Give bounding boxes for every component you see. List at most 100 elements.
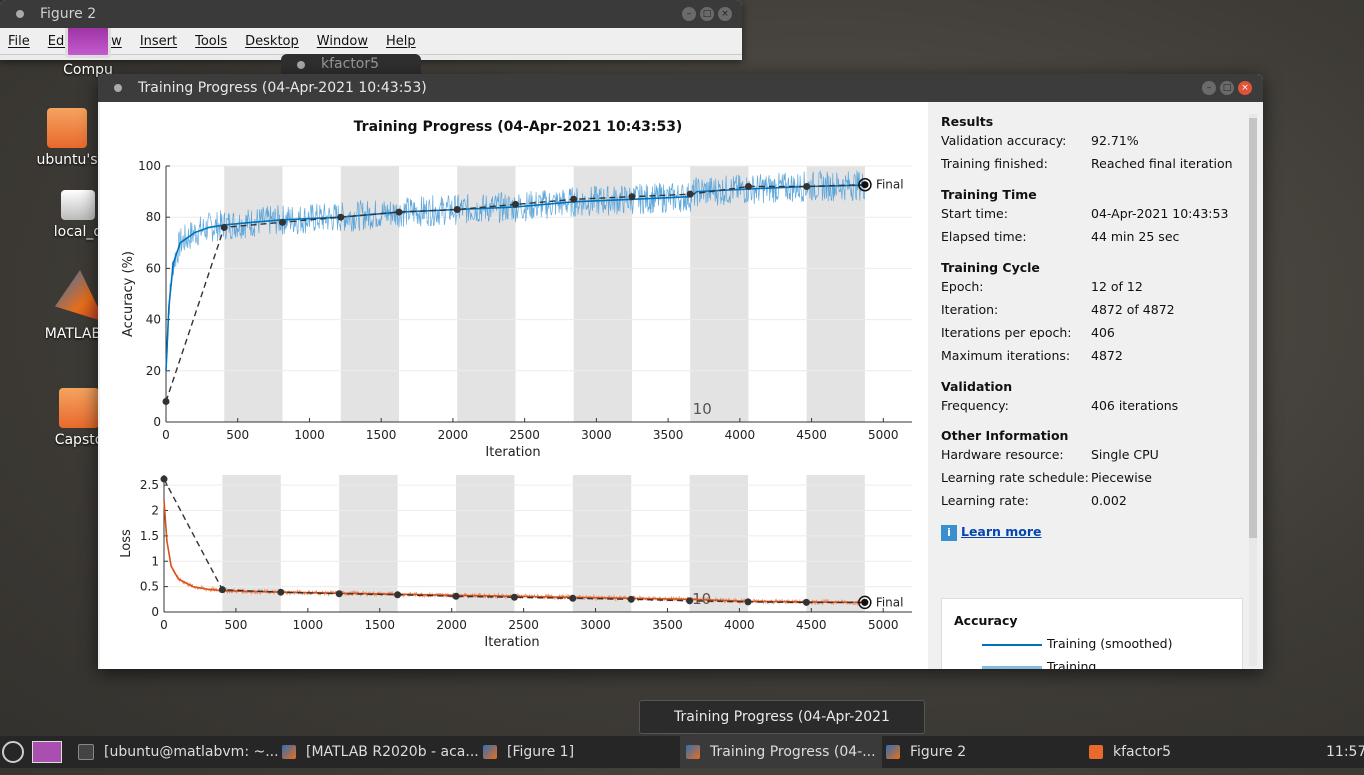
clock[interactable]: 11:57 [1326, 744, 1364, 760]
x-tick-label: 2500 [509, 428, 540, 442]
menu-help[interactable]: Help [386, 33, 416, 49]
close-icon[interactable]: × [718, 7, 732, 21]
epoch-shade [456, 475, 515, 612]
desktop-icon-label: MATLAB R [44, 326, 116, 342]
info-scrollbar[interactable] [1249, 114, 1257, 666]
minimize-icon[interactable]: – [1202, 81, 1216, 95]
taskbar-item-label: Training Progress (04-... [710, 744, 876, 760]
window-menu-icon [297, 61, 305, 69]
show-desktop-button[interactable] [32, 736, 64, 768]
close-icon[interactable]: × [1238, 81, 1252, 95]
info-key: Iteration: [941, 302, 999, 317]
maximize-icon[interactable]: □ [1220, 81, 1234, 95]
legend-label-smoothed: Training (smoothed) [1047, 636, 1173, 651]
x-tick-label: 1000 [293, 618, 324, 632]
menu-file[interactable]: File [8, 33, 30, 49]
drive-icon [61, 190, 95, 220]
desktop-icon-computer[interactable]: Compu [33, 22, 143, 78]
validation-point [453, 206, 461, 214]
figure2-title: Figure 2 [40, 6, 97, 22]
x-tick-label: 4000 [725, 428, 756, 442]
desktop-icon-label: ubuntu's [36, 152, 98, 168]
desktop-icon-folder[interactable]: Capsto [24, 388, 134, 448]
info-row: Epoch: 12 of 12 [941, 275, 1246, 298]
main-titlebar[interactable]: Training Progress (04-Apr-2021 10:43:53)… [98, 74, 1263, 102]
kfactor-window[interactable]: kfactor5 [281, 54, 421, 76]
info-key: Training finished: [941, 156, 1048, 171]
y-tick-label: 100 [138, 159, 161, 173]
desktop-icon-matlab[interactable]: MATLAB R [25, 270, 135, 342]
info-value: 12 of 12 [1091, 279, 1143, 294]
validation-point [686, 190, 694, 198]
validation-point [394, 591, 402, 599]
y-tick-label: 0 [151, 605, 159, 619]
figure2-menubar: File Edit View Insert Tools Desktop Wind… [0, 28, 742, 55]
training-cycle-heading: Training Cycle [941, 260, 1040, 275]
taskbar-item-label: [MATLAB R2020b - aca... [306, 744, 479, 760]
training-progress-window[interactable]: Training Progress (04-Apr-2021 10:43:53)… [98, 74, 1263, 669]
info-row: Learning rate schedule: Piecewise [941, 466, 1246, 489]
final-marker [858, 595, 872, 610]
epoch-label: 10 [693, 400, 712, 418]
epoch-shade [806, 475, 865, 612]
info-row: Hardware resource: Single CPU [941, 443, 1246, 466]
results-heading: Results [941, 114, 994, 129]
learn-more-row: i Learn more [941, 522, 1246, 542]
validation-point [220, 223, 228, 231]
figure2-titlebar[interactable]: Figure 2 – □ × [0, 0, 742, 28]
desktop-icon-home[interactable]: ubuntu's [12, 108, 122, 168]
legend-label-training: Training [1047, 659, 1097, 669]
x-tick-label: 0 [160, 618, 168, 632]
menu-desktop[interactable]: Desktop [245, 33, 299, 49]
desktop-icon [32, 741, 62, 763]
taskbar-item-terminal[interactable]: [ubuntu@matlabvm: ~... [78, 736, 279, 768]
ubuntu-menu-button[interactable] [2, 736, 30, 768]
x-tick-label: 2000 [436, 618, 467, 632]
validation-heading: Validation [941, 379, 1013, 394]
menu-insert[interactable]: Insert [139, 33, 178, 49]
epoch-shade [806, 166, 865, 422]
maximize-icon[interactable]: □ [700, 7, 714, 21]
epoch-shade [224, 166, 283, 422]
info-value: Reached final iteration [1091, 156, 1233, 171]
menu-window[interactable]: Window [316, 33, 369, 49]
y-tick-label: 80 [146, 210, 161, 224]
scrollbar-thumb[interactable] [1249, 118, 1257, 538]
final-marker [858, 177, 872, 192]
learn-more-link[interactable]: Learn more [960, 524, 1042, 539]
validation-point [744, 598, 752, 606]
x-axis-label: Iteration [485, 445, 540, 460]
window-menu-icon [16, 10, 24, 18]
taskbar-item-matlab[interactable]: [MATLAB R2020b - aca... [282, 736, 479, 768]
taskbar-item-kfactor[interactable]: kfactor5 [1089, 736, 1171, 768]
info-key: Start time: [941, 206, 1008, 221]
training-smoothed-line [165, 184, 865, 371]
plot-area: Training Progress (04-Apr-2021 10:43:53)… [100, 102, 928, 669]
desktop-icon-drive[interactable]: local_d [23, 190, 133, 240]
validation-point [395, 208, 403, 216]
info-value: 0.002 [1091, 493, 1127, 508]
taskbar-item-label: [ubuntu@matlabvm: ~... [104, 744, 279, 760]
validation-point [278, 218, 286, 226]
info-key: Maximum iterations: [941, 348, 1071, 363]
taskbar-item-training-progress[interactable]: Training Progress (04-... [680, 736, 882, 768]
info-row: Maximum iterations: 4872 [941, 344, 1246, 367]
terminal-icon [78, 744, 94, 760]
info-value: 92.71% [1091, 133, 1139, 148]
y-tick-label: 1.5 [140, 529, 159, 543]
window-menu-icon [114, 84, 122, 92]
minimize-icon[interactable]: – [682, 7, 696, 21]
tooltip: Training Progress (04-Apr-2021 10:43:53) [639, 700, 925, 757]
taskbar-item-figure2[interactable]: Figure 2 [886, 736, 966, 768]
info-row: Learning rate: 0.002 [941, 489, 1246, 512]
validation-point [160, 475, 168, 483]
info-panel: Results Validation accuracy: 92.71% Train… [941, 102, 1246, 669]
figure2-window[interactable]: Figure 2 – □ × File Edit View Insert Too… [0, 0, 742, 60]
x-tick-label: 4500 [796, 618, 827, 632]
info-value: 4872 of 4872 [1091, 302, 1175, 317]
taskbar-item-figure1[interactable]: [Figure 1] [483, 736, 574, 768]
validation-point [628, 193, 636, 201]
y-tick-label: 40 [146, 313, 161, 327]
menu-tools[interactable]: Tools [195, 33, 228, 49]
validation-point [277, 588, 285, 596]
